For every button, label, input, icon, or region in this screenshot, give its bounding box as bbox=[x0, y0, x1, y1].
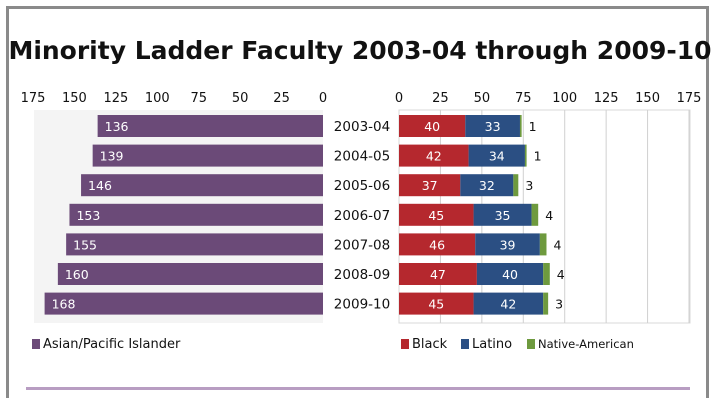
right-bar-value-label: 33 bbox=[485, 119, 501, 134]
right-bar-segment bbox=[519, 115, 522, 137]
legend-label: Latino bbox=[472, 337, 512, 352]
right-axis-tick-label: 25 bbox=[432, 91, 449, 106]
right-bar-value-label: 3 bbox=[555, 297, 563, 312]
right-axis-tick-label: 150 bbox=[635, 91, 660, 106]
category-label: 2003-04 bbox=[334, 119, 390, 135]
right-bar-value-label: 47 bbox=[430, 267, 446, 282]
right-bar-value-label: 4 bbox=[557, 267, 565, 282]
left-bar bbox=[97, 115, 323, 137]
right-bar-segment bbox=[476, 263, 544, 285]
left-bar bbox=[81, 174, 323, 197]
legend-swatch bbox=[527, 339, 535, 349]
right-bar-segment bbox=[473, 292, 544, 315]
category-label: 2008-09 bbox=[334, 267, 390, 283]
right-bar-value-label: 39 bbox=[500, 237, 516, 252]
left-axis-tick-label: 150 bbox=[62, 91, 87, 106]
legend-swatch bbox=[32, 339, 40, 349]
right-bar-value-label: 3 bbox=[525, 178, 533, 193]
category-labels: 2003-04 2004-05 2005-06 2006-07 2007-08 2008-… bbox=[334, 119, 390, 313]
axis-ticks: 175 150 125 100 75 50 25 0 0 25 50 75 100 125 150 175 bbox=[21, 91, 702, 106]
category-label: 2009-10 bbox=[334, 297, 390, 313]
right-bar-value-label: 1 bbox=[534, 149, 542, 164]
left-bar bbox=[66, 233, 324, 256]
right-bar-segment bbox=[543, 292, 549, 315]
right-bar-value-label: 46 bbox=[429, 237, 445, 252]
left-axis-tick-label: 25 bbox=[273, 91, 290, 106]
legend-label: Black bbox=[412, 337, 448, 352]
right-axis-tick-label: 175 bbox=[677, 91, 702, 106]
right-bar-segment bbox=[543, 263, 550, 285]
right-bar-segment bbox=[513, 174, 519, 197]
right-bar-segment bbox=[399, 115, 466, 137]
left-axis-tick-label: 125 bbox=[103, 91, 128, 106]
left-bar-value-label: 153 bbox=[76, 208, 100, 223]
right-bar-segment bbox=[465, 115, 520, 137]
right-bar-value-label: 40 bbox=[502, 267, 518, 282]
left-axis-tick-label: 0 bbox=[319, 91, 327, 106]
category-label: 2006-07 bbox=[334, 208, 390, 224]
right-bar-value-label: 4 bbox=[545, 208, 553, 223]
right-bar-segment bbox=[531, 203, 539, 226]
right-bar-value-label: 34 bbox=[489, 149, 505, 164]
legend-label: Asian/Pacific Islander bbox=[43, 337, 181, 352]
legend-swatch bbox=[401, 339, 409, 349]
right-bar-value-label: 32 bbox=[479, 178, 495, 193]
category-label: 2005-06 bbox=[334, 178, 390, 194]
right-bar-value-label: 45 bbox=[428, 297, 444, 312]
left-axis-tick-label: 50 bbox=[232, 91, 249, 106]
left-bar bbox=[69, 203, 323, 226]
right-bar-segment bbox=[399, 292, 474, 315]
left-panel: 136 139 146 153 155 160 168 bbox=[44, 115, 324, 315]
right-bar-segment bbox=[399, 144, 469, 167]
category-label: 2004-05 bbox=[334, 149, 390, 165]
right-bar-value-label: 1 bbox=[529, 119, 537, 134]
left-axis-tick-label: 75 bbox=[190, 91, 207, 106]
left-bar bbox=[57, 263, 323, 285]
right-bar-segment bbox=[399, 263, 477, 285]
left-bar-value-label: 160 bbox=[65, 267, 89, 282]
right-bar-segment bbox=[399, 174, 461, 197]
right-axis-tick-label: 75 bbox=[515, 91, 532, 106]
right-axis-tick-label: 125 bbox=[594, 91, 619, 106]
bottom-rule bbox=[26, 387, 690, 390]
right-bar-value-label: 4 bbox=[553, 237, 561, 252]
right-axis-tick-label: 100 bbox=[552, 91, 577, 106]
left-bar bbox=[44, 292, 323, 315]
left-bar-value-label: 139 bbox=[100, 149, 124, 164]
category-label: 2007-08 bbox=[334, 237, 390, 253]
left-bar-value-label: 136 bbox=[105, 119, 129, 134]
left-bar bbox=[92, 144, 324, 167]
right-bar-segment bbox=[473, 203, 532, 226]
right-bar-segment bbox=[524, 144, 527, 167]
right-panel: 40 33 1 42 34 1 37 32 3 45 35 4 46 39 4 47 40 4 45 42 3 bbox=[399, 115, 565, 315]
right-bar-segment bbox=[399, 203, 474, 226]
legend-label: Native-American bbox=[538, 337, 634, 351]
right-axis-tick-label: 0 bbox=[395, 91, 403, 106]
right-bar-segment bbox=[399, 233, 476, 256]
right-bar-value-label: 35 bbox=[495, 208, 511, 223]
right-bar-value-label: 42 bbox=[426, 149, 442, 164]
right-bar-segment bbox=[468, 144, 525, 167]
chart-title: Minority Ladder Faculty 2003-04 through … bbox=[8, 36, 712, 65]
right-bar-value-label: 42 bbox=[500, 297, 516, 312]
right-bar-segment bbox=[460, 174, 514, 197]
right-bar-segment bbox=[539, 233, 547, 256]
left-axis-tick-label: 100 bbox=[145, 91, 170, 106]
right-bar-segment bbox=[475, 233, 540, 256]
left-bar-value-label: 168 bbox=[52, 297, 76, 312]
right-axis-tick-label: 50 bbox=[474, 91, 491, 106]
left-axis-tick-label: 175 bbox=[21, 91, 46, 106]
legend: Asian/Pacific Islander Black Latino Native-… bbox=[32, 337, 634, 352]
legend-swatch bbox=[461, 339, 469, 349]
right-bar-value-label: 45 bbox=[428, 208, 444, 223]
right-bar-value-label: 37 bbox=[422, 178, 438, 193]
left-bar-value-label: 146 bbox=[88, 178, 112, 193]
left-bar-value-label: 155 bbox=[73, 237, 97, 252]
right-bar-value-label: 40 bbox=[424, 119, 440, 134]
